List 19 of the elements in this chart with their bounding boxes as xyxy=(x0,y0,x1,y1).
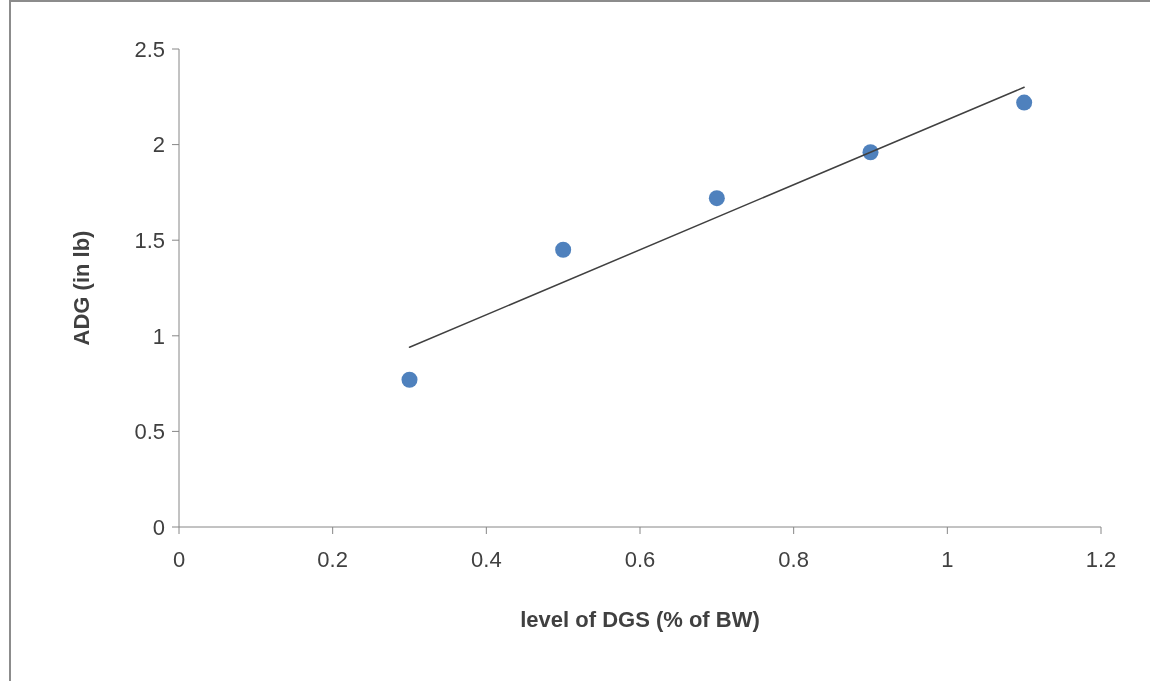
y-tick-label: 1.5 xyxy=(134,227,165,253)
point xyxy=(708,190,725,207)
x-tick-label: 0.2 xyxy=(317,547,348,572)
x-tick-label: 1 xyxy=(941,547,954,572)
y-tick-label: 2 xyxy=(152,132,165,158)
x-tick-label: 0.6 xyxy=(624,547,656,572)
y-tick-label: 2.5 xyxy=(134,36,165,62)
point xyxy=(1016,94,1033,111)
x-tick-label: 0 xyxy=(172,547,186,572)
y-tick-label: 0.5 xyxy=(134,419,165,445)
y-axis-title: ADG (in lb) xyxy=(69,230,94,346)
x-tick-label: 0.4 xyxy=(471,547,502,572)
x-tick-label: 1.2 xyxy=(1085,547,1117,572)
x-tick-label: 0.8 xyxy=(778,547,809,572)
y-tick-label: 1 xyxy=(152,323,165,349)
x-axis-title: level of DGS (% of BW) xyxy=(520,607,760,632)
point xyxy=(555,241,572,258)
point xyxy=(401,371,418,388)
y-tick-label: 0 xyxy=(152,514,165,540)
